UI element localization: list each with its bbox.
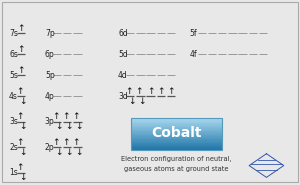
Text: ↓: ↓ bbox=[55, 122, 62, 131]
Bar bbox=[130, 137, 222, 138]
Text: ↓: ↓ bbox=[65, 122, 73, 131]
Text: ↑: ↑ bbox=[16, 112, 24, 122]
Text: ↓: ↓ bbox=[75, 148, 83, 157]
Text: 3s: 3s bbox=[9, 117, 18, 126]
Bar bbox=[130, 142, 222, 144]
Bar bbox=[130, 130, 222, 131]
Bar bbox=[130, 144, 222, 145]
Bar bbox=[130, 142, 222, 143]
Bar bbox=[130, 118, 222, 119]
Text: ↓: ↓ bbox=[19, 122, 26, 131]
Bar bbox=[130, 123, 222, 125]
Bar bbox=[130, 127, 222, 129]
Text: 3p: 3p bbox=[45, 117, 55, 126]
Text: 7s: 7s bbox=[9, 29, 18, 38]
Bar bbox=[130, 119, 222, 120]
Text: 1s: 1s bbox=[9, 168, 18, 177]
Text: Electron configuration of neutral,: Electron configuration of neutral, bbox=[121, 157, 231, 162]
Bar bbox=[130, 127, 222, 128]
Text: 5f: 5f bbox=[190, 29, 197, 38]
Bar bbox=[130, 118, 222, 150]
Text: 2p: 2p bbox=[45, 143, 55, 152]
Bar bbox=[130, 143, 222, 144]
Text: 7p: 7p bbox=[45, 29, 55, 38]
Bar bbox=[130, 147, 222, 149]
Text: ↓: ↓ bbox=[128, 97, 136, 106]
Bar bbox=[130, 135, 222, 137]
Bar bbox=[130, 140, 222, 141]
Text: ↑: ↑ bbox=[17, 24, 25, 33]
Bar bbox=[130, 121, 222, 122]
Bar bbox=[130, 139, 222, 140]
Text: Cobalt: Cobalt bbox=[151, 126, 201, 139]
Text: 4p: 4p bbox=[45, 92, 55, 101]
Text: ↓: ↓ bbox=[19, 173, 26, 182]
Bar bbox=[130, 139, 222, 140]
Text: ↑: ↑ bbox=[52, 138, 59, 147]
Bar bbox=[130, 133, 222, 134]
Text: ↑: ↑ bbox=[62, 112, 70, 122]
Text: 4f: 4f bbox=[190, 50, 197, 59]
Bar bbox=[130, 148, 222, 149]
Text: ↑: ↑ bbox=[135, 87, 143, 96]
Text: 4d: 4d bbox=[118, 71, 128, 80]
Text: ↓: ↓ bbox=[55, 148, 62, 157]
Text: gaseous atoms at ground state: gaseous atoms at ground state bbox=[124, 166, 228, 171]
Text: 6p: 6p bbox=[45, 50, 55, 59]
Bar bbox=[130, 126, 222, 127]
Text: ↓: ↓ bbox=[65, 148, 73, 157]
Text: ↑: ↑ bbox=[62, 138, 70, 147]
Text: ↓: ↓ bbox=[138, 97, 146, 106]
Bar bbox=[130, 128, 222, 129]
Text: 6s: 6s bbox=[9, 50, 18, 59]
Text: 3d: 3d bbox=[118, 92, 128, 101]
Bar bbox=[130, 122, 222, 123]
Bar bbox=[130, 138, 222, 139]
Text: ↑: ↑ bbox=[147, 87, 154, 96]
Text: 2s: 2s bbox=[9, 143, 18, 152]
Bar bbox=[130, 131, 222, 132]
Bar bbox=[130, 134, 222, 136]
Bar bbox=[130, 125, 222, 126]
Text: 4s: 4s bbox=[9, 92, 18, 101]
Text: ↑: ↑ bbox=[16, 164, 24, 172]
Text: ↑: ↑ bbox=[72, 138, 80, 147]
Text: ↑: ↑ bbox=[52, 112, 59, 122]
Text: 5p: 5p bbox=[45, 71, 55, 80]
Bar bbox=[130, 120, 222, 121]
Bar bbox=[130, 120, 222, 121]
Bar bbox=[130, 145, 222, 146]
Text: ↑: ↑ bbox=[125, 87, 133, 96]
Bar bbox=[130, 131, 222, 132]
Text: ↑: ↑ bbox=[157, 87, 164, 96]
Text: ↓: ↓ bbox=[19, 97, 26, 106]
Bar bbox=[130, 124, 222, 125]
Bar bbox=[130, 134, 222, 135]
Text: ↑: ↑ bbox=[16, 138, 24, 147]
Text: ↑: ↑ bbox=[72, 112, 80, 122]
Bar bbox=[130, 141, 222, 142]
Text: ↑: ↑ bbox=[17, 45, 25, 54]
Text: ↑: ↑ bbox=[167, 87, 175, 96]
Bar bbox=[130, 132, 222, 133]
Bar bbox=[130, 146, 222, 147]
Bar bbox=[130, 147, 222, 148]
Bar bbox=[130, 129, 222, 130]
Text: ↓: ↓ bbox=[19, 148, 26, 157]
Text: ↑: ↑ bbox=[17, 66, 25, 75]
Text: ↓: ↓ bbox=[75, 122, 83, 131]
Text: ↑: ↑ bbox=[16, 87, 24, 96]
Text: 5s: 5s bbox=[9, 71, 18, 80]
Text: 6d: 6d bbox=[118, 29, 128, 38]
Bar bbox=[130, 149, 222, 150]
Text: 5d: 5d bbox=[118, 50, 128, 59]
Bar bbox=[130, 136, 222, 137]
Bar bbox=[130, 123, 222, 124]
